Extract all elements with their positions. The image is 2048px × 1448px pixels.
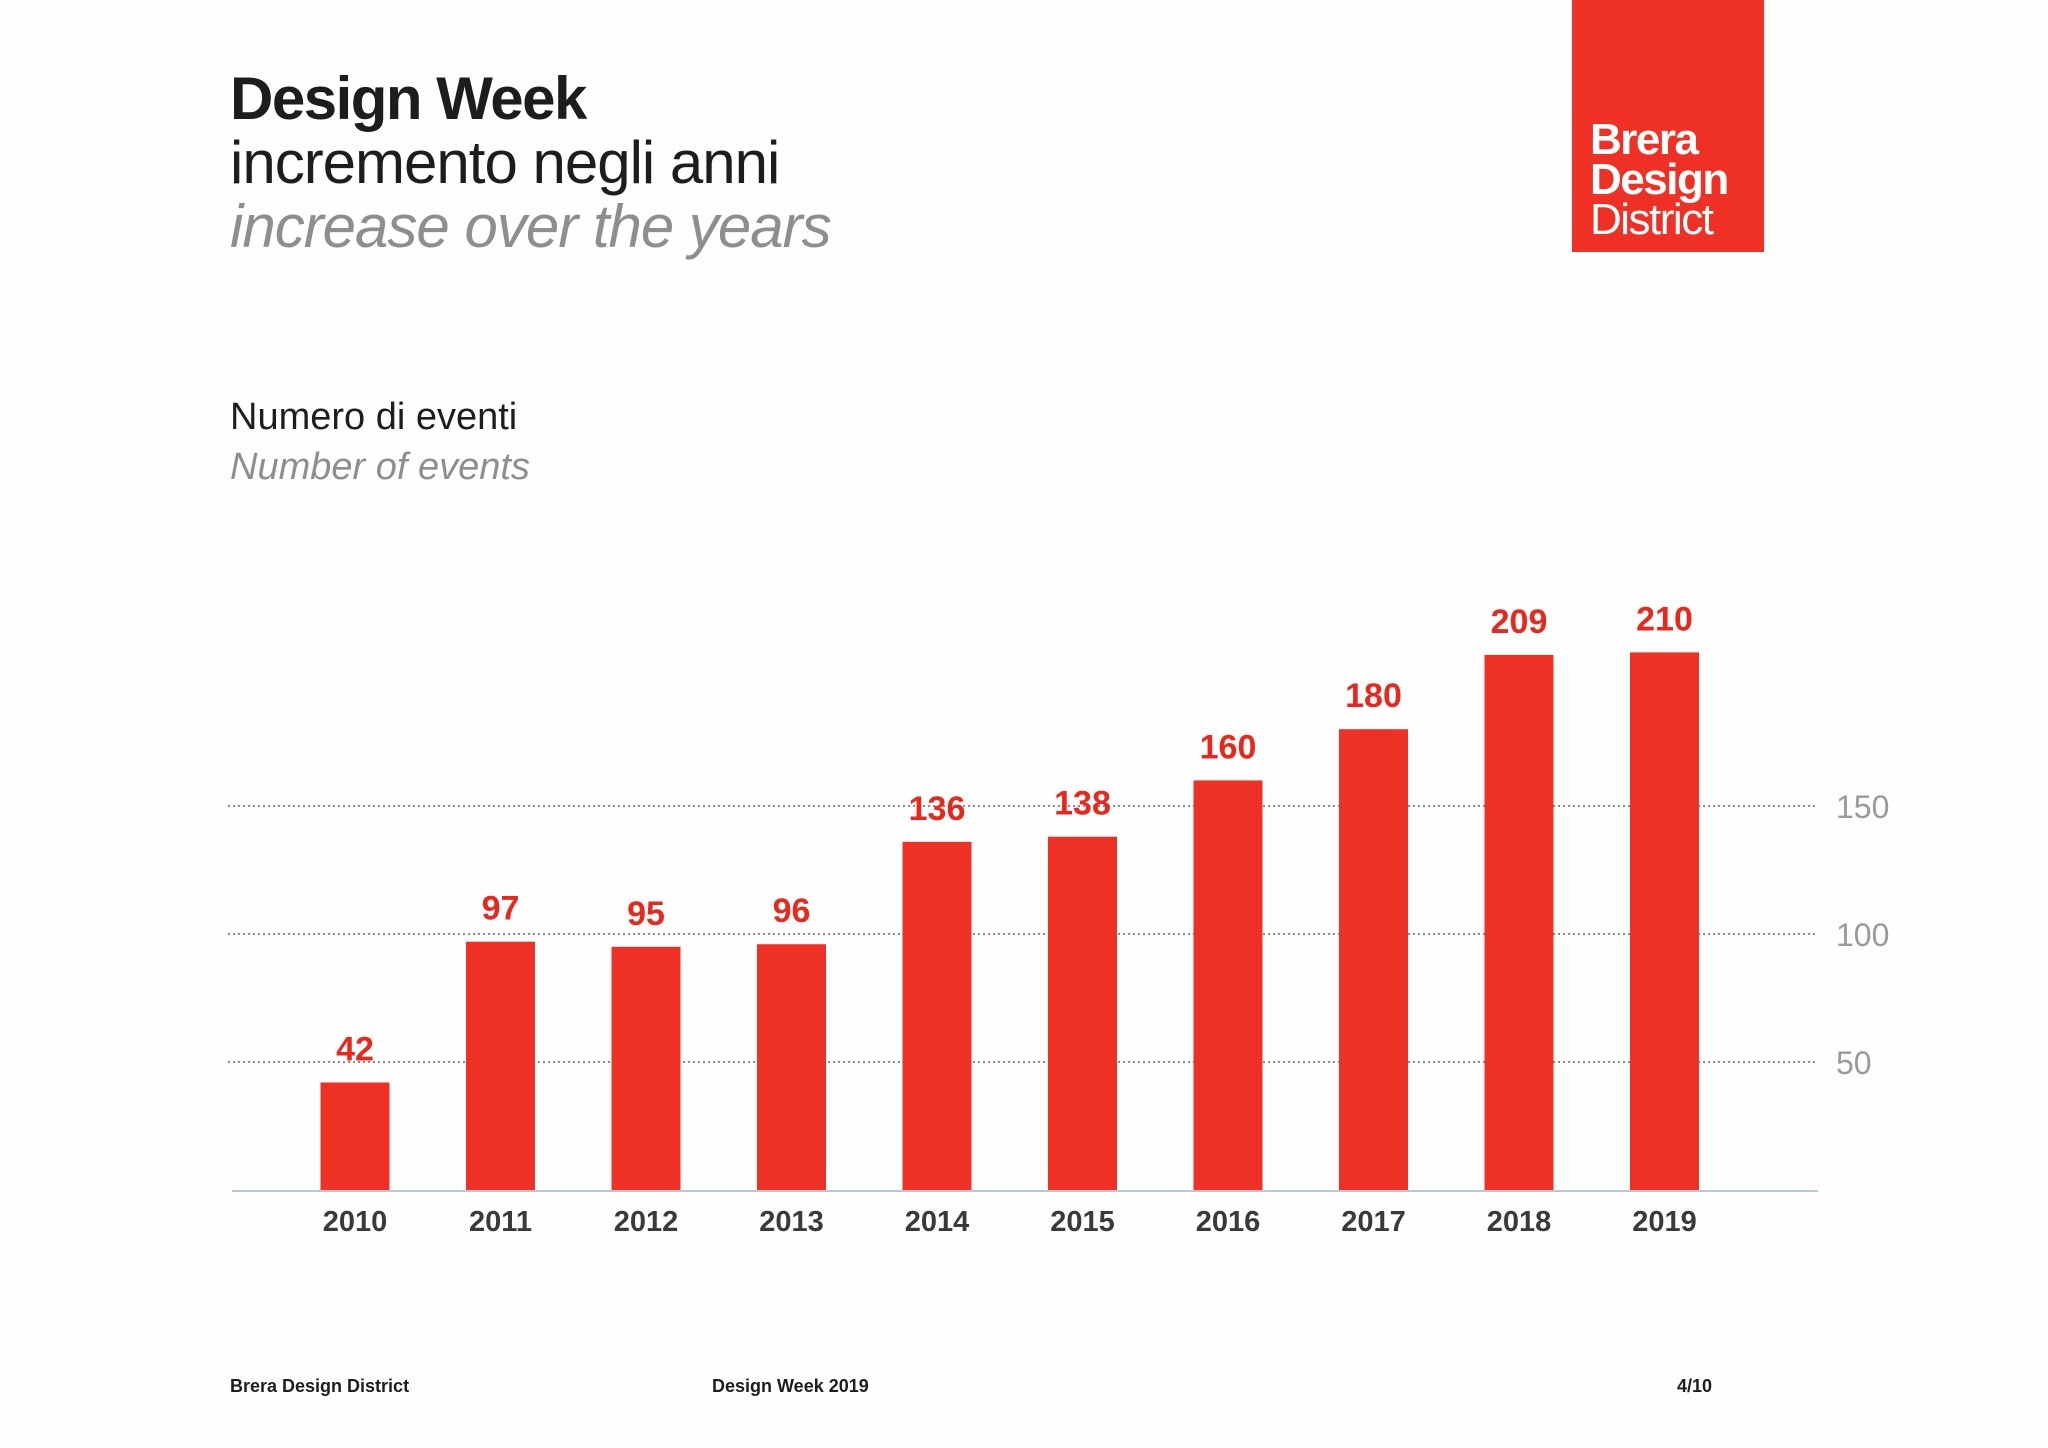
- chart-title: Design Week: [230, 65, 587, 132]
- x-tick-label: 2010: [323, 1206, 388, 1238]
- x-tick-label: 2018: [1487, 1206, 1552, 1238]
- bar: [1193, 780, 1263, 1190]
- bar: [902, 841, 972, 1190]
- value-label: 95: [627, 895, 665, 933]
- value-label: 42: [336, 1030, 374, 1068]
- x-tick-label: 2019: [1632, 1206, 1697, 1238]
- x-axis-labels: 2010 2011 2012 2013 2014 2015 2016 2017 2018 2019: [323, 1206, 1697, 1238]
- value-label: 160: [1200, 728, 1257, 766]
- logo-line-2: Design: [1590, 155, 1729, 204]
- x-tick-label: 2017: [1341, 1206, 1406, 1238]
- value-label: 180: [1345, 677, 1402, 715]
- chart-subtitle-english: increase over the years: [230, 193, 832, 260]
- value-label: 138: [1054, 785, 1111, 823]
- x-tick-label: 2011: [469, 1206, 532, 1238]
- x-tick-label: 2013: [759, 1206, 824, 1238]
- value-label: 210: [1636, 600, 1693, 638]
- x-tick-label: 2014: [905, 1206, 970, 1238]
- x-tick-label: 2015: [1050, 1206, 1115, 1238]
- value-labels: 42 97 95 96 136 138 160 180 209 210: [336, 600, 1693, 1068]
- bar: [466, 941, 535, 1190]
- bar: [320, 1082, 390, 1190]
- y-tick-label: 50: [1836, 1045, 1872, 1081]
- bar-chart: 50 100 150 42 97 95 96 136 138 160 180 209 210 2010…: [228, 600, 1889, 1238]
- y-axis-ticks: 50 100 150: [1836, 789, 1889, 1081]
- page-number: 4/10: [1677, 1376, 1713, 1396]
- value-label: 136: [909, 790, 966, 828]
- y-tick-label: 150: [1836, 789, 1889, 825]
- logo-line-3: District: [1590, 195, 1714, 244]
- bar: [1048, 836, 1117, 1190]
- y-axis-label-english: Number of events: [230, 446, 530, 488]
- footer-event: Design Week 2019: [712, 1376, 869, 1396]
- y-axis-label-italian: Numero di eventi: [230, 396, 518, 438]
- bar: [1484, 654, 1554, 1190]
- bar: [757, 944, 826, 1190]
- x-tick-label: 2012: [614, 1206, 679, 1238]
- value-label: 96: [773, 892, 811, 930]
- bar: [1339, 729, 1408, 1190]
- value-label: 97: [482, 890, 520, 928]
- bars: [320, 652, 1699, 1190]
- logo-line-1: Brera: [1590, 115, 1699, 164]
- footer-brand: Brera Design District: [230, 1376, 410, 1396]
- chart-subtitle-italian: incremento negli anni: [230, 129, 780, 196]
- bar: [1630, 652, 1699, 1190]
- value-label: 209: [1491, 603, 1548, 641]
- bar: [611, 946, 681, 1190]
- y-tick-label: 100: [1836, 917, 1889, 953]
- brera-design-district-logo: Brera Design District: [1572, 0, 1764, 252]
- x-tick-label: 2016: [1196, 1206, 1261, 1238]
